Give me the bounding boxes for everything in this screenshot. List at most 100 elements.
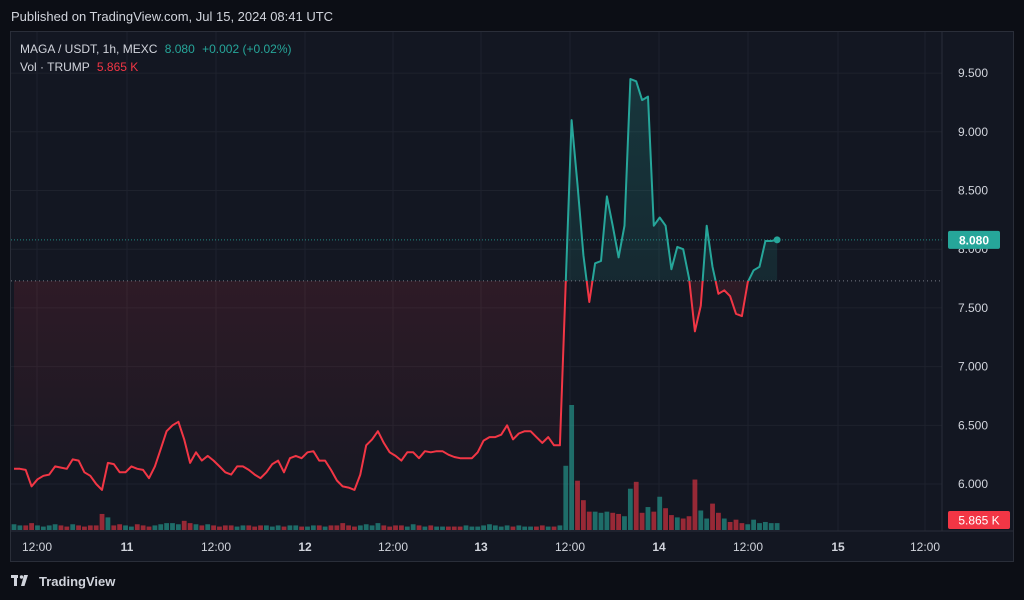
x-tick-label: 15 <box>831 540 845 554</box>
volume-bar <box>410 524 416 530</box>
volume-bar <box>745 524 751 530</box>
price-line-below <box>14 280 750 491</box>
axes: 6.0006.5007.0007.5008.0008.5009.0009.500… <box>11 32 1013 554</box>
volume-bar <box>762 521 768 530</box>
volume-bar <box>352 526 357 530</box>
volume-bar <box>240 525 246 530</box>
volume-bar <box>539 525 545 530</box>
last-volume-badge-label: 5.865 K <box>958 514 999 528</box>
last-volume-badge <box>948 511 1010 529</box>
volume-bar <box>399 525 404 530</box>
last-price-badge-label: 8.080 <box>959 233 989 247</box>
x-tick-label: 12:00 <box>378 540 408 554</box>
last-price-dot <box>773 236 781 244</box>
volume-bar <box>17 525 23 530</box>
price-line <box>11 78 942 491</box>
volume-bar <box>170 523 175 530</box>
volume-bar <box>404 526 410 530</box>
volume-bar <box>616 513 622 530</box>
volume-bar <box>592 511 598 530</box>
volume-bar <box>481 525 486 530</box>
y-tick-label: 9.000 <box>958 125 988 139</box>
volume-bar <box>64 526 70 530</box>
volume-bar <box>316 525 322 530</box>
volume-bar <box>469 526 475 530</box>
volume-bar <box>357 525 363 530</box>
volume-bar <box>557 525 563 530</box>
area-below-baseline <box>14 280 749 490</box>
volume-bar <box>181 520 187 530</box>
volume-bar <box>146 526 152 530</box>
volume-bar <box>82 526 87 530</box>
volume-bar <box>604 511 610 530</box>
volume-bar <box>445 526 451 530</box>
volume-bar <box>516 525 522 530</box>
volume-bar <box>757 523 762 530</box>
top-bar: Published on TradingView.com, Jul 15, 20… <box>0 0 1024 32</box>
volume-bar <box>534 526 539 530</box>
x-tick-label: 12:00 <box>22 540 52 554</box>
volume-bar <box>140 525 146 530</box>
volume-bar <box>305 526 310 530</box>
volume-bar <box>363 524 369 530</box>
volume-bar <box>299 526 305 530</box>
last-price-badge <box>948 230 1000 249</box>
volume-bar <box>774 523 780 530</box>
volume-bar <box>475 526 481 530</box>
volume-bar <box>281 526 287 530</box>
x-tick-label: 12:00 <box>555 540 585 554</box>
volume-bar <box>217 526 222 530</box>
last-price-value: 8.080 <box>164 42 195 56</box>
volume-bar <box>434 526 440 530</box>
volume-bar <box>686 516 692 530</box>
volume-value: 5.865 K <box>96 60 139 74</box>
volume-bar <box>87 525 93 530</box>
volume-bar <box>334 525 340 530</box>
volume-bar <box>528 526 533 530</box>
volume-bar <box>498 526 504 530</box>
price-change-value: +0.002 (+0.02%) <box>202 42 292 56</box>
x-tick-label: 14 <box>652 540 666 554</box>
footer-brand: TradingView <box>39 573 116 589</box>
volume-bar <box>123 525 128 530</box>
volume-bar <box>58 525 64 530</box>
volume-bar <box>222 525 228 530</box>
volume-bar <box>228 525 234 530</box>
volume-bar <box>457 526 463 530</box>
legend-symbol-row[interactable]: MAGA / USDT, 1h, MEXC 8.080 +0.002 (+0.0… <box>20 40 292 58</box>
volume-bar <box>510 526 516 530</box>
tradingview-logo-icon <box>11 575 28 586</box>
volume-bar <box>40 526 46 530</box>
volume-bar <box>504 525 510 530</box>
volume-bar <box>663 508 668 530</box>
volume-bar <box>451 526 457 530</box>
volume-bar <box>674 517 680 530</box>
volume-bar <box>440 526 445 530</box>
volume-bar <box>739 523 745 530</box>
volume-bar <box>492 525 498 530</box>
volume-bar <box>733 519 739 530</box>
volume-bar <box>29 523 35 530</box>
volume-bar <box>522 526 528 530</box>
legend-volume-row[interactable]: Vol · TRUMP 5.865 K <box>20 58 292 76</box>
volume-bar <box>575 480 580 530</box>
volume-bar <box>11 524 17 530</box>
volume-bar <box>651 511 657 530</box>
volume-bar <box>164 523 170 530</box>
volume-bar <box>669 515 674 530</box>
volume-bar <box>751 519 757 530</box>
volume-bar <box>545 526 551 530</box>
volume-bar <box>639 512 645 530</box>
volume-bar <box>269 526 275 530</box>
footer: TradingView <box>11 571 115 591</box>
volume-bar <box>580 500 586 530</box>
volume-bar <box>258 525 263 530</box>
volume-bar <box>99 513 105 530</box>
volume-bar <box>633 481 639 530</box>
volume-bar <box>710 503 715 530</box>
chart-legend: MAGA / USDT, 1h, MEXC 8.080 +0.002 (+0.0… <box>20 40 292 76</box>
volume-bar <box>716 512 721 530</box>
volume-bar <box>105 517 111 530</box>
volume-bar <box>152 525 158 530</box>
